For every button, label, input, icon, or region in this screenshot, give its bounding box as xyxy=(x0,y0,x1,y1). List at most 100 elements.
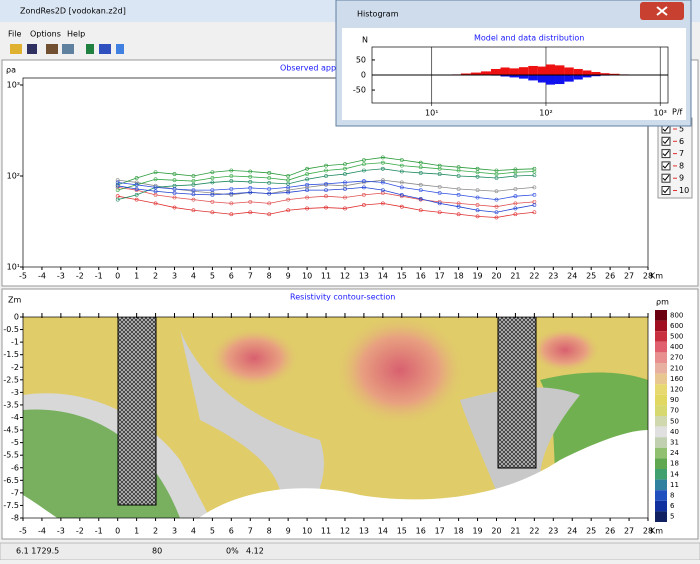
colorbar-swatch xyxy=(655,374,667,385)
colorbar-tick-label: 11 xyxy=(670,481,679,489)
x-tick-label: 27 xyxy=(624,527,634,536)
status-coords: 6.1 1729.5 xyxy=(16,547,59,556)
borehole xyxy=(498,317,536,468)
y-tick-label: -2 xyxy=(11,363,19,372)
x-tick-label: 24 xyxy=(567,272,577,281)
colorbar-tick-label: 70 xyxy=(670,407,679,415)
x-tick-label: -2 xyxy=(76,527,84,536)
x-tick-label: 9 xyxy=(286,527,291,536)
colorbar-tick-label: 400 xyxy=(670,343,683,351)
colorbar-tick-label: 160 xyxy=(670,375,683,383)
x-tick-label: 8 xyxy=(267,527,272,536)
colorbar-tick-label: 120 xyxy=(670,386,683,394)
colorbar-swatch xyxy=(655,395,667,406)
histogram-window-title: Histogram xyxy=(357,10,399,19)
open-button[interactable] xyxy=(10,44,22,54)
x-tick-label: 28 xyxy=(643,527,653,536)
x-tick-label: 16 xyxy=(416,527,426,536)
x-tick-label: -5 xyxy=(19,527,27,536)
tools-button[interactable] xyxy=(46,44,58,54)
histogram-bar xyxy=(519,75,528,79)
x-tick-label: -4 xyxy=(38,272,46,281)
histogram-bar xyxy=(564,67,573,75)
x-axis-label: P/f xyxy=(672,108,683,117)
y-tick-label: -5.5 xyxy=(3,451,19,460)
y-axis-label: Zm xyxy=(8,296,21,305)
invert-button[interactable] xyxy=(99,44,111,54)
y-tick-label: -8 xyxy=(11,514,19,523)
x-tick-label: 1 xyxy=(134,272,139,281)
colorbar-label: ρm xyxy=(656,298,669,307)
legend-label: 9 xyxy=(679,174,684,183)
undo-button[interactable] xyxy=(116,44,124,54)
x-tick-label: 5 xyxy=(210,527,215,536)
x-tick-label: 10³ xyxy=(654,109,667,118)
x-tick-label: -3 xyxy=(57,272,65,281)
y-tick-label: 10³ xyxy=(7,81,20,90)
x-tick-label: -1 xyxy=(95,272,103,281)
colorbar-swatch xyxy=(655,331,667,342)
menu-item[interactable]: Options xyxy=(30,30,61,39)
x-tick-label: 14 xyxy=(378,272,388,281)
x-tick-label: 14 xyxy=(378,527,388,536)
x-tick-label: 10² xyxy=(539,109,552,118)
y-tick-label: -5 xyxy=(11,438,19,447)
y-tick-label: -50 xyxy=(353,86,366,95)
x-tick-label: 23 xyxy=(548,527,558,536)
x-tick-label: 26 xyxy=(605,272,615,281)
x-tick-label: 10 xyxy=(302,527,312,536)
colorbar-swatch xyxy=(655,416,667,427)
y-tick-label: -7 xyxy=(11,488,19,497)
x-tick-label: 22 xyxy=(529,272,539,281)
colorbar-swatch xyxy=(655,363,667,374)
status-progress: 0% xyxy=(226,547,239,556)
colorbar-tick-label: 18 xyxy=(670,460,679,468)
toolbar xyxy=(10,44,124,54)
x-tick-label: 28 xyxy=(643,272,653,281)
x-tick-label: 20 xyxy=(491,527,501,536)
histogram-bar xyxy=(546,75,555,85)
y-tick-label: 0 xyxy=(361,71,366,80)
histogram-bar xyxy=(574,75,583,80)
colorbar-swatch xyxy=(655,310,667,321)
x-tick-label: 1 xyxy=(134,527,139,536)
chart-title: Model and data distribution xyxy=(474,34,584,43)
x-tick-label: 6 xyxy=(229,272,234,281)
colorbar-swatch xyxy=(655,469,667,480)
status-error: 4.12 xyxy=(246,547,264,556)
y-tick-label: -4 xyxy=(11,413,19,422)
model-button[interactable] xyxy=(86,44,94,54)
colorbar-tick-label: 6 xyxy=(670,502,675,510)
x-tick-label: -2 xyxy=(76,272,84,281)
x-tick-label: 15 xyxy=(397,272,407,281)
x-tick-label: 4 xyxy=(191,527,196,536)
legend-label: 10 xyxy=(679,186,689,195)
menu-item[interactable]: File xyxy=(8,30,21,39)
x-tick-label: -5 xyxy=(19,272,27,281)
x-tick-label: 25 xyxy=(586,272,596,281)
x-tick-label: 24 xyxy=(567,527,577,536)
histogram-bar xyxy=(538,75,546,83)
x-tick-label: -4 xyxy=(38,527,46,536)
colorbar-swatch xyxy=(655,511,667,522)
legend-label: 8 xyxy=(679,161,684,170)
colorbar-swatch xyxy=(655,448,667,459)
status-bar xyxy=(0,543,700,560)
x-tick-label: 18 xyxy=(454,527,464,536)
colorbar-swatch xyxy=(655,437,667,448)
histogram-bar xyxy=(538,67,546,75)
colorbar-tick-label: 5 xyxy=(670,513,674,521)
table-button[interactable] xyxy=(62,44,74,54)
colorbar-tick-label: 14 xyxy=(670,470,679,478)
status-value: 80 xyxy=(152,547,162,556)
x-tick-label: 4 xyxy=(191,272,196,281)
x-tick-label: 5 xyxy=(210,272,215,281)
x-tick-label: 23 xyxy=(548,272,558,281)
histogram-bar xyxy=(583,70,592,75)
x-tick-label: 8 xyxy=(267,272,272,281)
histogram-bar xyxy=(510,68,519,75)
save-button[interactable] xyxy=(27,44,37,54)
colorbar-swatch xyxy=(655,352,667,363)
menu-item[interactable]: Help xyxy=(67,30,85,39)
